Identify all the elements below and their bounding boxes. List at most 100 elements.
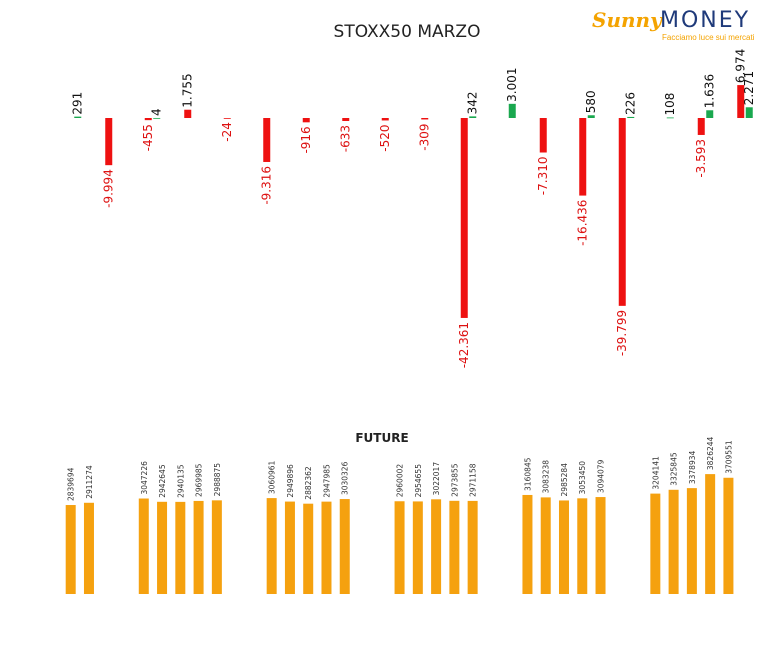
bar-put: [105, 118, 113, 166]
bar-future: [339, 499, 350, 594]
data-label: 2973855: [450, 463, 459, 497]
bar-put: [460, 118, 468, 318]
bar-call: [74, 116, 82, 118]
bar-future: [175, 501, 186, 594]
data-label: 2911274: [85, 465, 94, 499]
bar-put: [263, 118, 271, 162]
bar-future: [558, 500, 569, 594]
bar-put: [184, 109, 192, 118]
bar-future: [577, 498, 588, 594]
data-label: -7.310: [536, 157, 550, 196]
bar-put: [697, 118, 705, 135]
data-label: -9.994: [102, 169, 116, 208]
bar-future: [540, 497, 551, 594]
data-label: 342: [466, 91, 480, 114]
data-label: 4: [150, 108, 164, 116]
data-label: 2.271: [742, 71, 756, 105]
bar-future: [83, 502, 94, 594]
bar-call: [627, 116, 635, 118]
data-label: -520: [378, 124, 392, 151]
data-label: 3826244: [706, 436, 715, 470]
bar-future: [412, 501, 423, 594]
data-label: 3030326: [341, 461, 350, 495]
data-label: 3047226: [140, 461, 149, 495]
bar-future: [65, 505, 76, 594]
bar-future: [211, 500, 222, 594]
bar-call: [469, 116, 477, 118]
bar-call: [153, 117, 161, 119]
bar-future: [431, 499, 442, 594]
data-label: 3160845: [523, 457, 532, 491]
bar-future: [595, 497, 606, 594]
bar-future: [266, 498, 277, 594]
bar-future: [284, 501, 295, 594]
data-label: 108: [663, 93, 677, 116]
bar-future: [650, 493, 661, 594]
bar-call: [745, 107, 753, 118]
data-label: 3378934: [688, 450, 697, 484]
bar-future: [668, 489, 679, 594]
data-label: 3.001: [505, 67, 519, 101]
data-label: 1.755: [181, 73, 195, 107]
data-label: -42.361: [457, 322, 471, 368]
bar-future: [193, 500, 204, 594]
data-label: 3325845: [670, 452, 679, 486]
data-label: 2960002: [396, 464, 405, 498]
data-label: 2940135: [176, 464, 185, 498]
data-label: -455: [141, 124, 155, 151]
logo-word-sunny: Sunny: [592, 8, 662, 32]
data-label: 3709551: [724, 440, 733, 474]
data-label: -9.316: [260, 166, 274, 205]
data-label: -16.436: [576, 200, 590, 246]
data-label: 580: [584, 90, 598, 113]
bar-put: [421, 118, 429, 120]
data-label: 2882362: [304, 466, 313, 500]
data-label: -3.593: [694, 139, 708, 178]
bar-call: [587, 115, 595, 118]
bar-future: [449, 500, 460, 594]
data-label: 2954655: [414, 464, 423, 498]
logo-word-money: MONEY: [660, 8, 751, 33]
bar-call: [666, 117, 674, 119]
data-label: 6.974: [734, 49, 748, 83]
data-label: 3022017: [432, 462, 441, 496]
future-chart: FUTURE 2839694 2911274 3047226 2942645 29401…: [65, 431, 734, 594]
data-label: 2985284: [560, 463, 569, 497]
bar-put: [302, 118, 310, 123]
bar-call: [508, 103, 516, 118]
bar-future: [303, 503, 314, 594]
chart-title-future: FUTURE: [355, 431, 408, 445]
chart-title-stoxx50: STOXX50 MARZO: [334, 22, 481, 42]
data-label: 3204141: [651, 456, 660, 490]
bar-put: [618, 118, 626, 306]
data-label: 291: [71, 92, 85, 115]
bar-future: [686, 488, 697, 594]
data-label: 226: [624, 92, 638, 115]
bar-future: [394, 501, 405, 594]
data-label: -39.799: [615, 310, 629, 356]
sunny-money-logo: Sunny MONEY Facciamo luce sui mercati: [588, 6, 760, 42]
data-label: 2942645: [158, 464, 167, 498]
data-label: -24: [220, 122, 234, 142]
data-label: 2949896: [286, 464, 295, 498]
bar-call: [706, 110, 714, 118]
bar-future: [157, 501, 168, 594]
data-label: -916: [299, 126, 313, 153]
data-label: -633: [339, 125, 353, 152]
data-label: 3094079: [597, 459, 606, 493]
data-label: 3083238: [542, 460, 551, 494]
bar-future: [723, 477, 734, 594]
bar-future: [138, 498, 149, 594]
bar-put: [223, 118, 231, 119]
data-label: 1.636: [703, 74, 717, 108]
bar-future: [522, 494, 533, 594]
stoxx50-options-chart: STOXX50 MARZO 291 -9.994 -455 4 1.755 -24 -9.3…: [71, 22, 757, 368]
data-label: 2971158: [469, 463, 478, 497]
data-label: 2969985: [195, 463, 204, 497]
data-label: 2988875: [213, 463, 222, 497]
logo-tagline: Facciamo luce sui mercati: [662, 33, 755, 42]
data-label: 3053450: [578, 461, 587, 495]
data-label: 2839694: [67, 467, 76, 501]
bar-put: [539, 118, 547, 153]
bar-put: [737, 85, 745, 118]
